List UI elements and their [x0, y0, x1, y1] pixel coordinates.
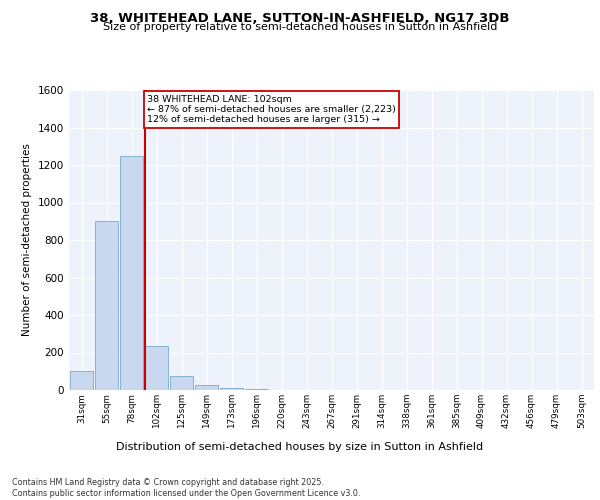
- Bar: [220, 388, 243, 390]
- Bar: [195, 386, 218, 390]
- Bar: [70, 371, 93, 390]
- Bar: [170, 376, 193, 390]
- Bar: [95, 221, 118, 390]
- Text: 38, WHITEHEAD LANE, SUTTON-IN-ASHFIELD, NG17 3DB: 38, WHITEHEAD LANE, SUTTON-IN-ASHFIELD, …: [90, 12, 510, 26]
- Text: Size of property relative to semi-detached houses in Sutton in Ashfield: Size of property relative to semi-detach…: [103, 22, 497, 32]
- Text: 38 WHITEHEAD LANE: 102sqm
← 87% of semi-detached houses are smaller (2,223)
12% : 38 WHITEHEAD LANE: 102sqm ← 87% of semi-…: [147, 94, 396, 124]
- Text: Contains HM Land Registry data © Crown copyright and database right 2025.
Contai: Contains HM Land Registry data © Crown c…: [12, 478, 361, 498]
- Text: Distribution of semi-detached houses by size in Sutton in Ashfield: Distribution of semi-detached houses by …: [116, 442, 484, 452]
- Bar: [120, 156, 143, 390]
- Bar: [145, 346, 168, 390]
- Y-axis label: Number of semi-detached properties: Number of semi-detached properties: [22, 144, 32, 336]
- Bar: [245, 389, 268, 390]
